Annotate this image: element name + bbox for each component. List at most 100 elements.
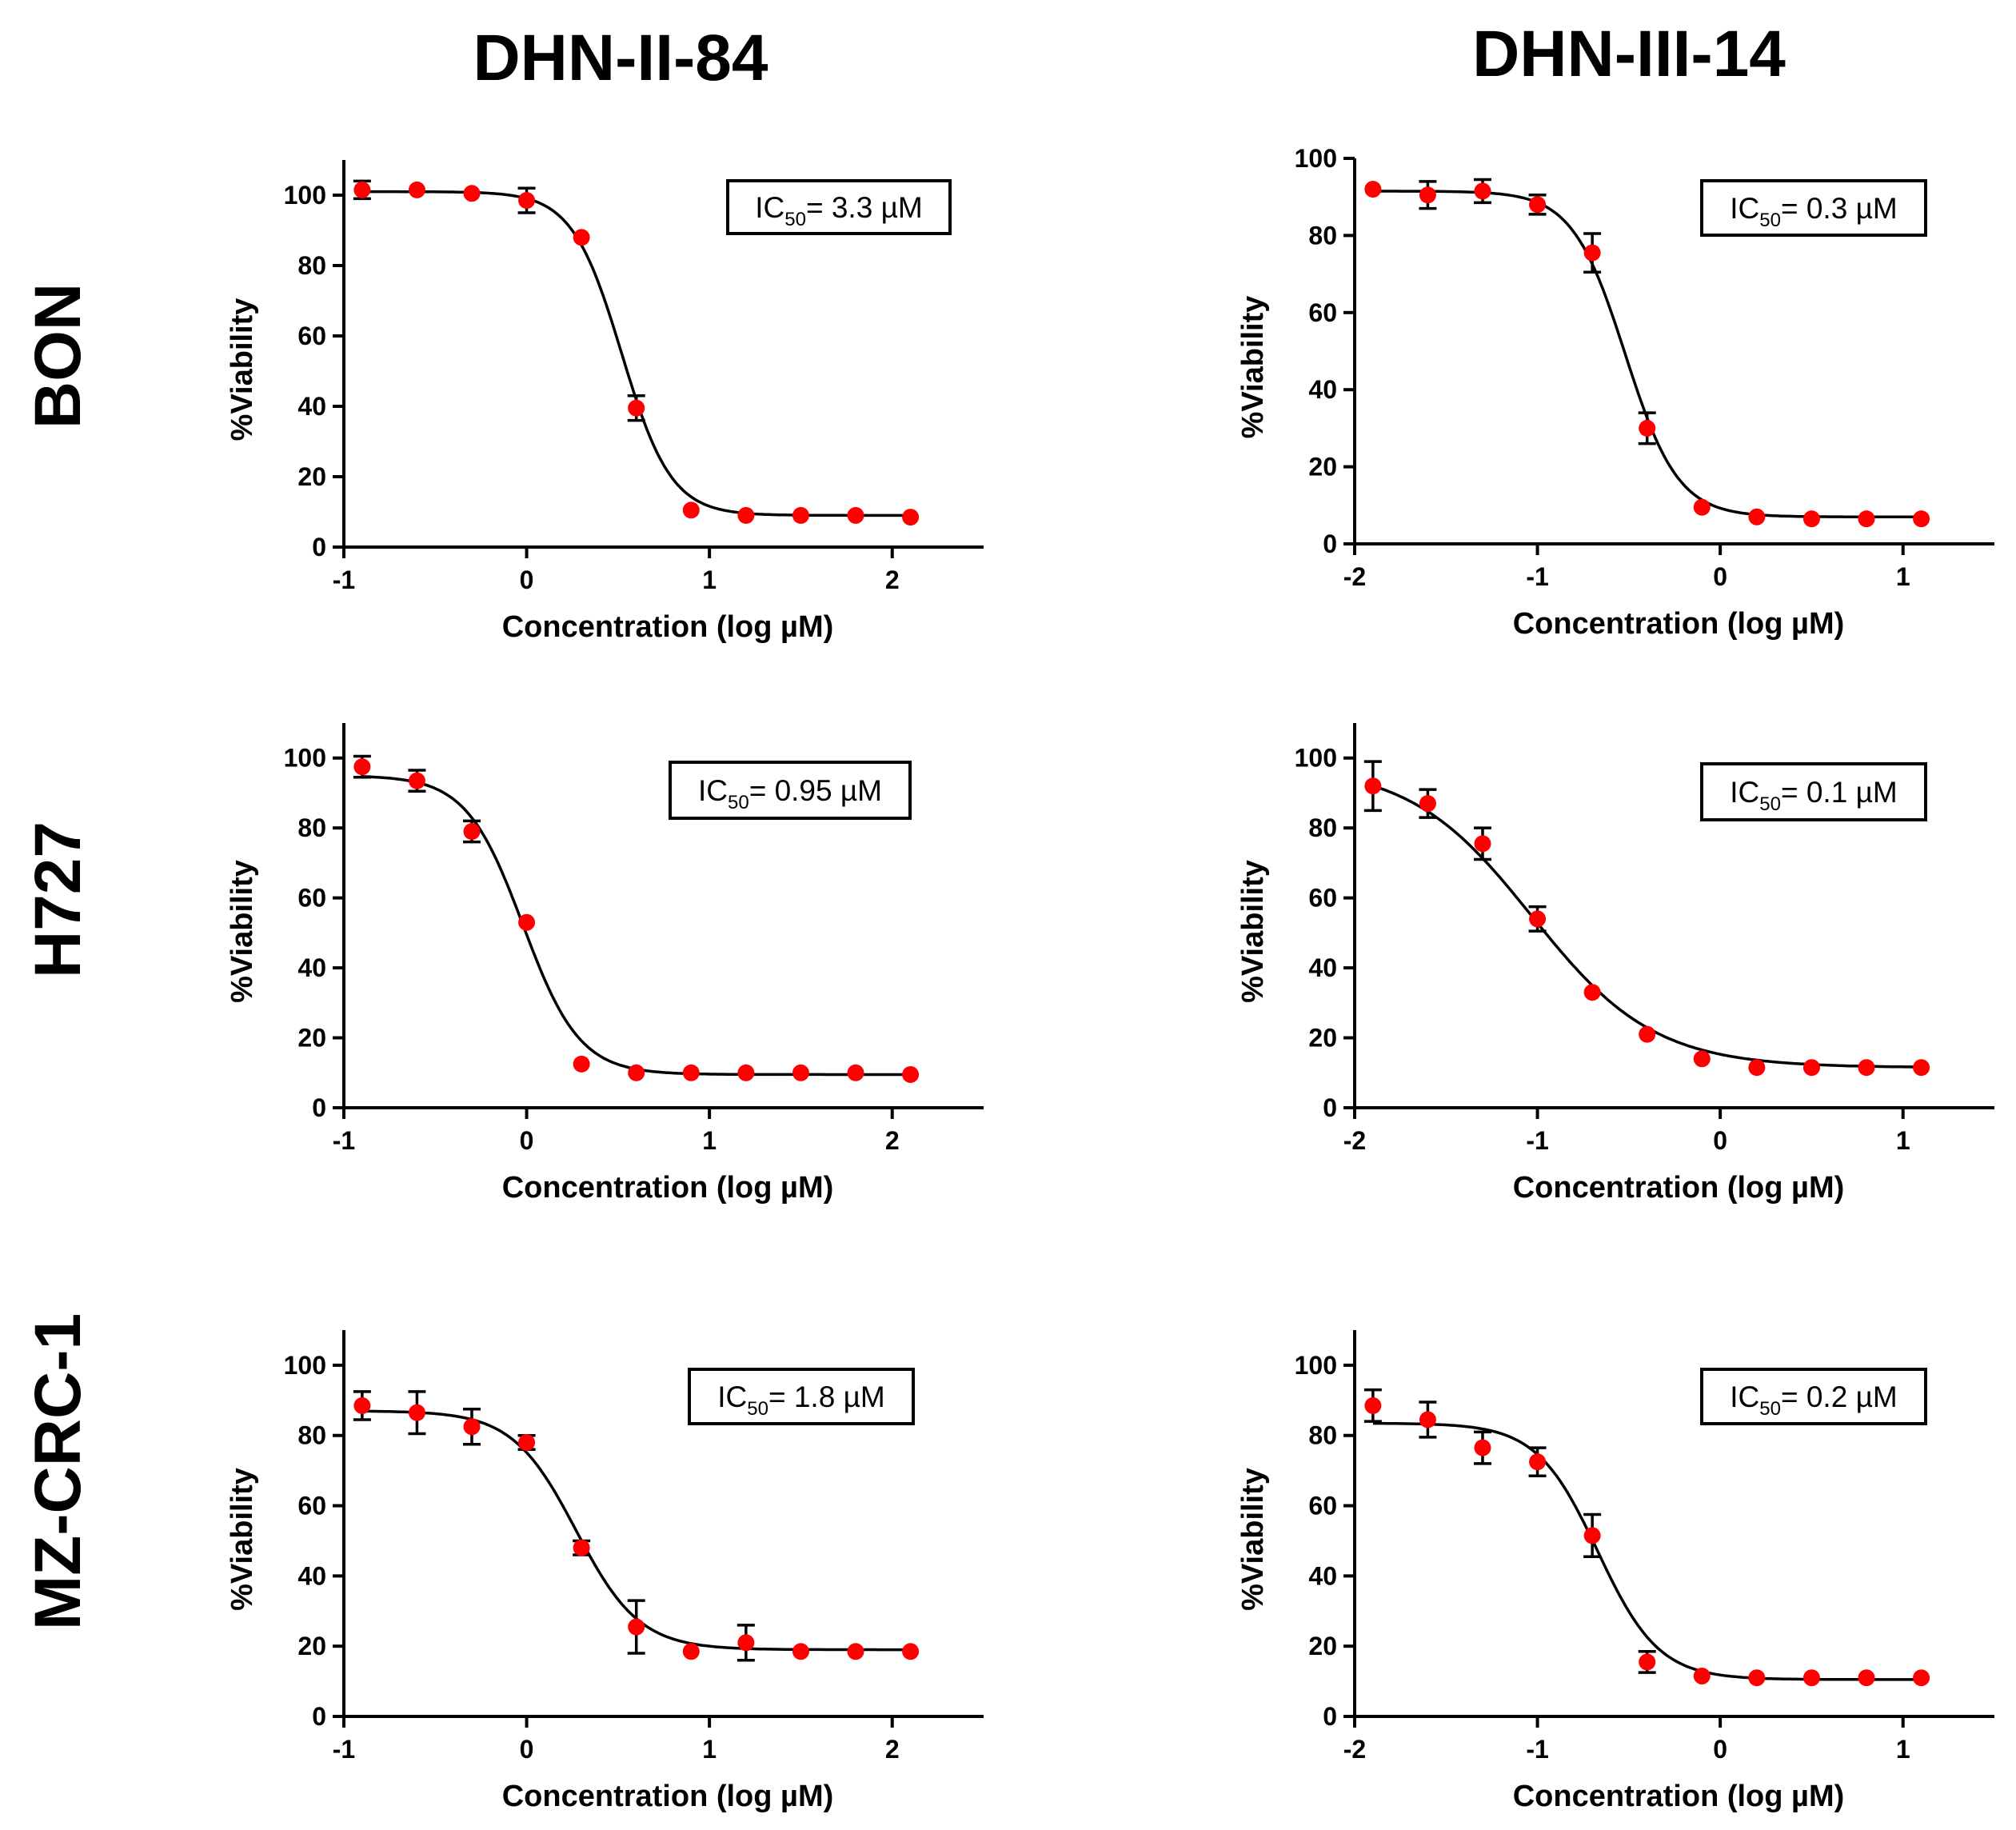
ic50-subscript: 50 <box>747 1398 768 1420</box>
data-point <box>518 192 536 210</box>
x-tick-label: 1 <box>702 565 717 594</box>
x-tick-label: 2 <box>885 565 900 594</box>
ic50-subscript: 50 <box>728 792 749 813</box>
ic50-value: = 0.2 µM <box>1781 1380 1898 1413</box>
data-point <box>682 1064 700 1081</box>
data-point <box>737 1064 755 1081</box>
data-point <box>408 181 425 198</box>
y-axis-label: %Viability <box>226 1468 259 1611</box>
ic50-box <box>1700 179 1927 237</box>
y-tick-label: 60 <box>1308 298 1337 327</box>
x-tick-label: 0 <box>520 565 534 594</box>
data-point <box>408 1404 425 1421</box>
data-point <box>628 1064 645 1081</box>
y-tick-label: 60 <box>1308 884 1337 913</box>
chart-panel-6: 0 20 40 60 80 100 -2 -1 0 1 Concentration (log µM)… <box>1236 1330 1994 1813</box>
row-label-1: BON <box>22 283 94 429</box>
data-point <box>1693 1050 1711 1068</box>
data-point <box>573 1539 590 1556</box>
x-tick-label: -1 <box>1526 1735 1548 1764</box>
data-point <box>1802 1669 1820 1687</box>
data-point <box>1419 795 1436 813</box>
ic50-label: IC50= 1.8 µM <box>717 1380 884 1420</box>
x-tick-label: -2 <box>1343 1126 1366 1155</box>
x-axis-label: Concentration (log µM) <box>1513 1780 1845 1813</box>
data-point <box>1529 910 1547 928</box>
y-tick-label: 0 <box>1323 1093 1337 1122</box>
data-point <box>573 229 590 246</box>
data-point <box>1913 1059 1930 1077</box>
y-tick-label: 40 <box>1308 1561 1337 1590</box>
ic50-box <box>688 1368 915 1425</box>
data-point <box>518 1434 536 1452</box>
fit-curve <box>1372 1421 1922 1681</box>
x-tick-label: -2 <box>1343 562 1366 591</box>
ic50-subscript: 50 <box>1759 210 1781 231</box>
y-axis-label: %Viability <box>1236 1468 1270 1611</box>
y-tick-label: 20 <box>1308 1632 1337 1660</box>
y-tick-label: 0 <box>312 533 326 561</box>
ic50-value: = 0.1 µM <box>1781 776 1898 809</box>
data-point <box>1474 182 1491 200</box>
data-point <box>1583 1527 1601 1544</box>
data-point <box>902 509 920 526</box>
ic50-prefix: IC <box>698 774 728 807</box>
data-point <box>463 185 481 202</box>
y-tick-label: 60 <box>297 884 326 913</box>
data-point <box>792 1064 809 1081</box>
data-point <box>682 501 700 519</box>
data-point <box>1858 510 1875 528</box>
ic50-box <box>726 179 952 235</box>
y-tick-label: 80 <box>1308 1421 1337 1450</box>
data-point <box>737 1634 755 1652</box>
data-point <box>628 1618 645 1636</box>
y-axis-label: %Viability <box>1236 860 1270 1003</box>
fit-curve <box>361 190 911 517</box>
data-point <box>628 399 645 417</box>
data-point <box>1858 1669 1875 1687</box>
y-tick-label: 40 <box>1308 375 1337 404</box>
ic50-subscript: 50 <box>1759 793 1781 815</box>
y-tick-label: 0 <box>312 1702 326 1731</box>
y-tick-label: 60 <box>1308 1492 1337 1520</box>
y-tick-label: 60 <box>297 1492 326 1520</box>
x-tick-label: 0 <box>1713 1735 1727 1764</box>
data-point <box>847 1064 864 1081</box>
x-tick-label: 1 <box>1896 1126 1910 1155</box>
x-axis-label: Concentration (log µM) <box>502 610 834 644</box>
data-point <box>1802 510 1820 528</box>
y-tick-label: 80 <box>297 251 326 280</box>
data-point <box>1419 1411 1436 1428</box>
x-tick-label: 2 <box>885 1735 900 1764</box>
y-tick-label: 100 <box>1295 144 1337 173</box>
data-point <box>1474 835 1491 853</box>
data-point <box>1748 1059 1766 1077</box>
data-point <box>1583 984 1601 1001</box>
ic50-value: = 0.3 µM <box>1781 192 1898 225</box>
y-axis-label: %Viability <box>1236 296 1270 439</box>
x-tick-label: -1 <box>333 1735 355 1764</box>
ic50-prefix: IC <box>717 1380 747 1413</box>
y-tick-label: 100 <box>1295 1351 1337 1380</box>
data-point <box>682 1643 700 1660</box>
column-title-2: DHN-III-14 <box>1472 18 1786 90</box>
data-point <box>1529 196 1547 214</box>
ic50-prefix: IC <box>1730 192 1759 225</box>
data-point <box>1748 508 1766 525</box>
ic50-subscript: 50 <box>784 209 806 230</box>
ic50-label: IC50= 0.2 µM <box>1730 1380 1897 1420</box>
data-point <box>847 506 864 524</box>
y-tick-label: 80 <box>1308 813 1337 842</box>
x-tick-label: 1 <box>702 1126 717 1155</box>
y-tick-label: 20 <box>1308 1024 1337 1053</box>
x-tick-label: 1 <box>1896 1735 1910 1764</box>
data-point <box>353 1396 371 1414</box>
data-point <box>408 772 425 789</box>
ic50-label: IC50= 0.1 µM <box>1730 776 1897 815</box>
data-point <box>1583 244 1601 262</box>
y-tick-label: 100 <box>284 181 326 210</box>
y-tick-label: 100 <box>1295 744 1337 773</box>
data-point <box>1913 510 1930 528</box>
